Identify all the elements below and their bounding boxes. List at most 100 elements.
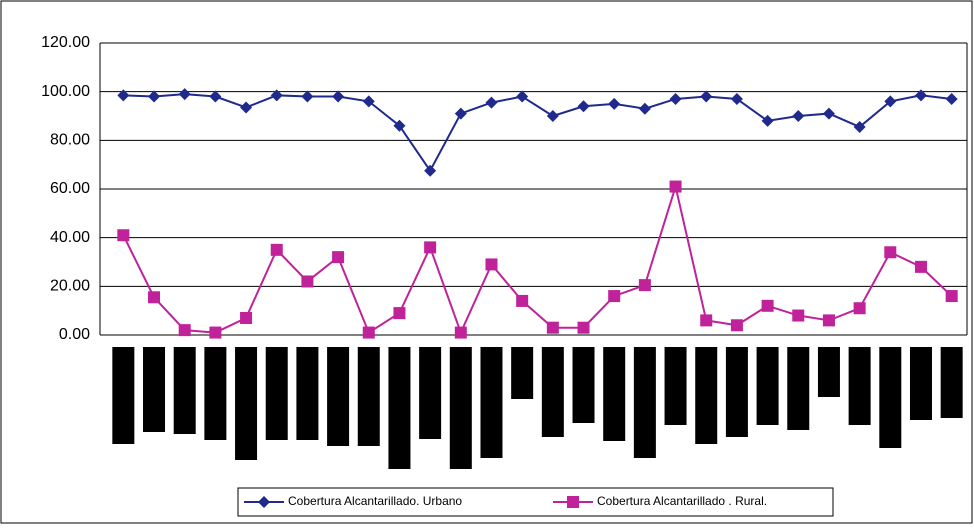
- redacted-label: [664, 347, 687, 425]
- legend-label: Cobertura Alcantarillado . Rural.: [597, 494, 767, 508]
- redacted-label: [817, 347, 840, 397]
- legend-box: [237, 487, 834, 517]
- point: [362, 326, 375, 339]
- point: [822, 107, 835, 120]
- redacted-label: [419, 347, 442, 439]
- point: [945, 92, 958, 105]
- point: [454, 326, 467, 339]
- redacted-label: [511, 347, 534, 399]
- point: [761, 299, 774, 312]
- legend-marker: [567, 496, 579, 508]
- point: [301, 90, 314, 103]
- point: [516, 294, 529, 307]
- redacted-label: [787, 347, 810, 430]
- point: [178, 324, 191, 337]
- point: [270, 89, 283, 102]
- point: [608, 290, 621, 303]
- point: [424, 241, 437, 254]
- redacted-label: [327, 347, 350, 446]
- y-tick-label: 60.00: [50, 180, 90, 197]
- point: [730, 92, 743, 105]
- redacted-label: [541, 347, 564, 437]
- y-tick-label: 20.00: [50, 278, 90, 295]
- point: [914, 89, 927, 102]
- point: [454, 107, 467, 120]
- point: [516, 90, 529, 103]
- point: [669, 180, 682, 193]
- redacted-label: [204, 347, 227, 440]
- legend-label: Cobertura Alcantarillado. Urbano: [288, 494, 462, 508]
- point: [577, 321, 590, 334]
- y-tick-label: 120.00: [41, 34, 90, 51]
- redacted-label: [235, 347, 258, 460]
- point: [577, 100, 590, 113]
- point: [884, 95, 897, 108]
- point: [117, 89, 130, 102]
- redacted-label: [357, 347, 380, 446]
- redacted-label: [480, 347, 503, 458]
- series-line: [123, 93, 952, 173]
- point: [792, 110, 805, 122]
- point: [178, 88, 191, 101]
- redacted-label: [695, 347, 718, 444]
- redacted-label: [633, 347, 656, 458]
- redacted-label: [940, 347, 963, 418]
- point: [209, 90, 222, 103]
- redacted-label: [112, 347, 135, 444]
- point: [792, 309, 805, 322]
- y-tick-label: 100.00: [41, 83, 90, 100]
- redacted-label: [296, 347, 319, 440]
- point: [761, 114, 774, 127]
- redacted-label: [572, 347, 595, 423]
- point: [393, 119, 406, 132]
- point: [730, 319, 743, 332]
- point: [853, 120, 866, 133]
- y-tick-label: 80.00: [50, 132, 90, 149]
- y-tick-label: 40.00: [50, 229, 90, 246]
- point: [485, 96, 498, 109]
- point: [117, 229, 130, 242]
- legend: Cobertura Alcantarillado. Urbano Cobertur…: [237, 487, 834, 517]
- series-line: [122, 182, 953, 336]
- point: [700, 314, 713, 327]
- point: [914, 260, 927, 273]
- point: [638, 279, 651, 292]
- point: [669, 92, 682, 105]
- point: [546, 110, 559, 122]
- redacted-label: [173, 347, 196, 434]
- point: [270, 243, 283, 256]
- redacted-label: [848, 347, 871, 425]
- point: [240, 311, 253, 324]
- point: [424, 164, 437, 177]
- point: [362, 95, 375, 108]
- legend-marker: [258, 496, 270, 508]
- point: [638, 102, 651, 115]
- point: [240, 101, 253, 114]
- point: [148, 291, 161, 304]
- redacted-label: [603, 347, 626, 441]
- point: [608, 97, 621, 110]
- point: [332, 90, 345, 103]
- point: [485, 258, 498, 271]
- point: [332, 251, 345, 264]
- redacted-label: [449, 347, 472, 469]
- point: [700, 90, 713, 103]
- point: [884, 246, 897, 259]
- point: [301, 275, 314, 288]
- redacted-label: [143, 347, 166, 432]
- point: [546, 321, 559, 334]
- redacted-label: [388, 347, 411, 469]
- redacted-label: [909, 347, 932, 420]
- redacted-label: [265, 347, 288, 440]
- point: [393, 307, 406, 320]
- point: [853, 302, 866, 315]
- point: [209, 326, 222, 339]
- y-tick-label: 0.00: [59, 326, 90, 343]
- point: [822, 314, 835, 327]
- point: [945, 290, 958, 303]
- point: [148, 90, 161, 103]
- redacted-label: [879, 347, 902, 448]
- redacted-label: [725, 347, 748, 437]
- redacted-label: [756, 347, 779, 425]
